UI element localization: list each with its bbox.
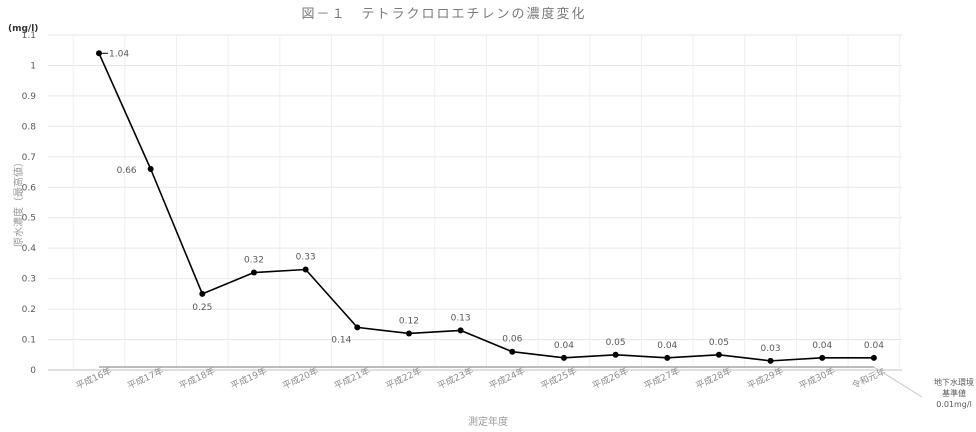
data-label: 1.04	[109, 49, 129, 59]
y-tick-label: 0.2	[22, 305, 36, 315]
data-label: 0.66	[117, 166, 137, 176]
series-group	[96, 50, 877, 364]
x-tick-label: 平成27年	[642, 365, 682, 392]
x-tick-label: 平成21年	[332, 365, 372, 392]
y-tick-label: 0.9	[22, 92, 37, 102]
x-axis-label: 測定年度	[468, 415, 508, 428]
y-axis-label: 原水濃度（最高値）	[12, 157, 25, 247]
x-tick-label: 平成28年	[694, 365, 734, 392]
reference-label: 0.01mg/l	[936, 400, 972, 409]
data-label: 0.03	[761, 344, 781, 354]
x-tick-label: 平成18年	[177, 365, 217, 392]
data-point	[664, 354, 671, 361]
data-label: 0.05	[709, 338, 729, 348]
data-point	[870, 354, 877, 361]
x-tick-label: 平成20年	[280, 365, 320, 392]
data-point	[715, 351, 722, 358]
data-point	[819, 354, 826, 361]
data-point	[767, 357, 774, 364]
data-point	[250, 269, 257, 276]
data-label: 0.04	[554, 341, 574, 351]
x-tick-label: 平成29年	[745, 365, 785, 392]
data-label: 0.13	[451, 313, 471, 323]
y-tick-label: 0.4	[22, 244, 37, 254]
x-tick-label: 平成25年	[539, 365, 579, 392]
y-unit-label: (mg/l)	[8, 24, 38, 34]
series-line	[98, 52, 874, 362]
data-label: 0.33	[296, 253, 316, 263]
x-tick-label: 平成22年	[384, 365, 424, 392]
data-point	[560, 354, 567, 361]
x-tick-label: 平成30年	[797, 365, 837, 392]
data-point	[509, 348, 516, 355]
data-label: 0.12	[399, 316, 419, 326]
gridlines	[48, 34, 902, 371]
y-tick-label: 0.6	[22, 183, 37, 193]
x-tick-labels: 平成16年 平成17年 平成18年 平成19年 平成20年 平成21年 平成22年 平成23年…	[74, 365, 888, 392]
data-label: 0.04	[864, 341, 884, 351]
x-tick-label: 平成23年	[435, 365, 475, 392]
data-point	[457, 327, 464, 334]
y-tick-label: 0.5	[22, 214, 36, 224]
data-labels: 1.04 0.66 0.25 0.32 0.33 0.14 0.12 0.13 0.06 0.04…	[102, 49, 884, 354]
data-point	[302, 266, 309, 273]
data-label: 0.25	[192, 303, 212, 313]
y-tick-label: 0.8	[22, 122, 37, 132]
y-tick-label: 0.3	[22, 275, 36, 285]
data-point	[199, 290, 206, 297]
x-tick-label: 令和元年	[850, 365, 888, 391]
data-label: 0.14	[331, 335, 351, 345]
chart-title: 図－１ テトラクロロエチレンの濃度変化	[301, 6, 586, 22]
x-tick-label: 平成24年	[487, 365, 527, 392]
reference-label: 地下水環境	[934, 377, 974, 387]
x-tick-label: 平成19年	[229, 365, 269, 392]
reference-leader-line	[873, 366, 923, 398]
data-point	[405, 330, 412, 337]
data-label: 0.04	[657, 341, 677, 351]
data-point	[354, 324, 361, 331]
data-label: 0.05	[606, 338, 626, 348]
data-label: 0.32	[244, 256, 264, 266]
y-tick-label: 0	[30, 366, 36, 376]
y-tick-label: 0.1	[22, 336, 36, 346]
reference-label: 基準値	[942, 388, 966, 398]
x-tick-label: 平成17年	[125, 365, 165, 392]
data-point	[96, 50, 102, 57]
y-tick-label: 1	[30, 61, 36, 71]
data-label: 0.06	[502, 335, 522, 345]
y-tick-labels: 0 0.1 0.2 0.3 0.4 0.5 0.6 0.7 0.8 0.9 1 1.1	[22, 31, 37, 376]
data-point	[147, 166, 154, 172]
x-tick-label: 平成16年	[74, 365, 114, 392]
y-tick-label: 0.7	[22, 153, 36, 163]
data-point	[612, 351, 619, 358]
x-tick-label: 平成26年	[590, 365, 630, 392]
data-label: 0.04	[812, 341, 832, 351]
y-tick-label: 1.1	[22, 31, 36, 41]
